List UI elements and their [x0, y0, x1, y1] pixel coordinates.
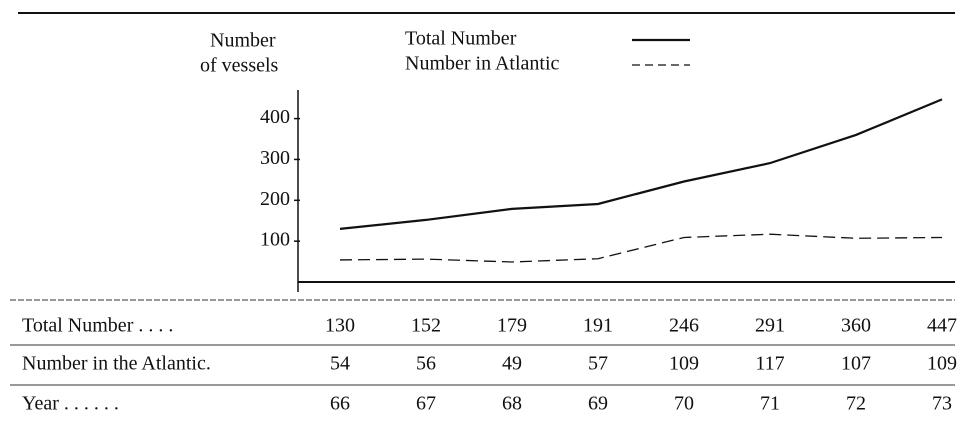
series-line [339, 233, 943, 263]
x-tick-label: 68 [502, 393, 522, 415]
y-axis-label: of vessels [200, 55, 279, 77]
x-tick-label: 70 [674, 393, 694, 415]
table-cell: 117 [755, 353, 784, 375]
table-cell: 130 [325, 315, 355, 337]
x-tick-label: 71 [760, 393, 780, 415]
series-line [339, 98, 943, 230]
y-tick-label: 400 [260, 106, 290, 128]
row-label: Number in the Atlantic. [22, 353, 211, 375]
table-cell: 54 [330, 353, 350, 375]
y-tick-label: 100 [260, 229, 290, 251]
table-cell: 109 [669, 353, 699, 375]
y-axis-label: Number [210, 30, 276, 52]
table-cell: 246 [669, 315, 699, 337]
x-tick-label: 66 [330, 393, 350, 415]
table-cell: 152 [411, 315, 441, 337]
legend-label: Number in Atlantic [405, 53, 560, 75]
x-tick-label: 69 [588, 393, 608, 415]
x-tick-label: 72 [846, 393, 866, 415]
table-cell: 56 [416, 353, 436, 375]
row-label: Total Number . . . . [22, 315, 173, 337]
y-tick-label: 300 [260, 147, 290, 169]
table-cell: 107 [841, 353, 871, 375]
table-cell: 49 [502, 353, 522, 375]
x-tick-label: 67 [416, 393, 436, 415]
table-cell: 179 [497, 315, 527, 337]
table-cell: 291 [755, 315, 785, 337]
table-cell: 109 [927, 353, 957, 375]
x-tick-label: 73 [932, 393, 952, 415]
table-cell: 447 [927, 315, 957, 337]
row-label: Year . . . . . . [22, 393, 119, 415]
legend-label: Total Number [405, 28, 517, 50]
table-cell: 191 [583, 315, 613, 337]
table-cell: 360 [841, 315, 871, 337]
table-cell: 57 [588, 353, 608, 375]
y-tick-label: 200 [260, 188, 290, 210]
